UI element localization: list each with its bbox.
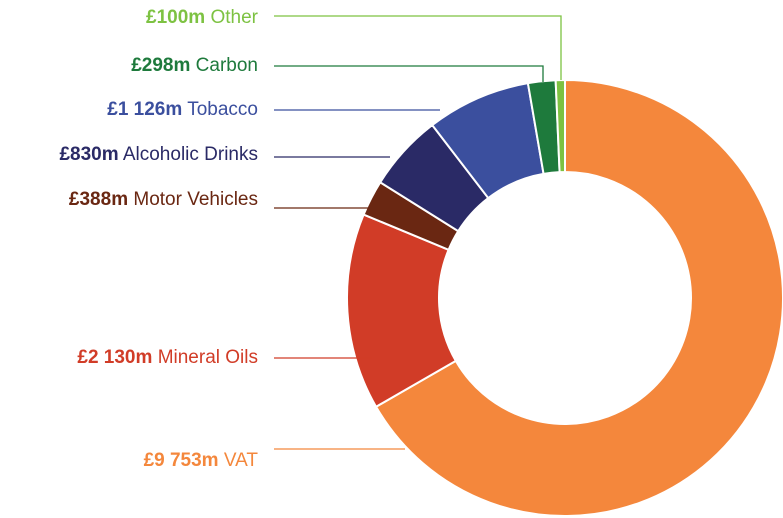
category-label: VAT xyxy=(224,450,259,471)
category-label: Tobacco xyxy=(187,99,258,120)
category-label: Motor Vehicles xyxy=(133,189,258,210)
value-label: £2 130m xyxy=(77,347,152,368)
value-label: £9 753m xyxy=(144,450,219,471)
value-label: £298m xyxy=(131,55,190,76)
value-label: £100m xyxy=(146,7,205,28)
slice-label: £298m Carbon xyxy=(131,55,258,76)
leader-line xyxy=(274,65,544,82)
category-label: Alcoholic Drinks xyxy=(123,144,258,165)
value-label: £1 126m xyxy=(107,99,182,120)
slice-label: £100m Other xyxy=(146,7,259,28)
slice xyxy=(554,78,566,174)
value-label: £388m xyxy=(69,189,128,210)
slice-label: £830m Alcoholic Drinks xyxy=(59,144,258,165)
slice-label: £2 130m Mineral Oils xyxy=(77,347,258,368)
category-label: Carbon xyxy=(196,55,258,76)
category-label: Mineral Oils xyxy=(158,347,258,368)
value-label: £830m xyxy=(59,144,118,165)
slice-label: £9 753m VAT xyxy=(144,450,259,471)
leader-line xyxy=(274,15,562,80)
slice-label: £1 126m Tobacco xyxy=(107,99,258,120)
slice-label: £388m Motor Vehicles xyxy=(69,189,258,210)
slice xyxy=(374,78,783,517)
category-label: Other xyxy=(210,7,258,28)
